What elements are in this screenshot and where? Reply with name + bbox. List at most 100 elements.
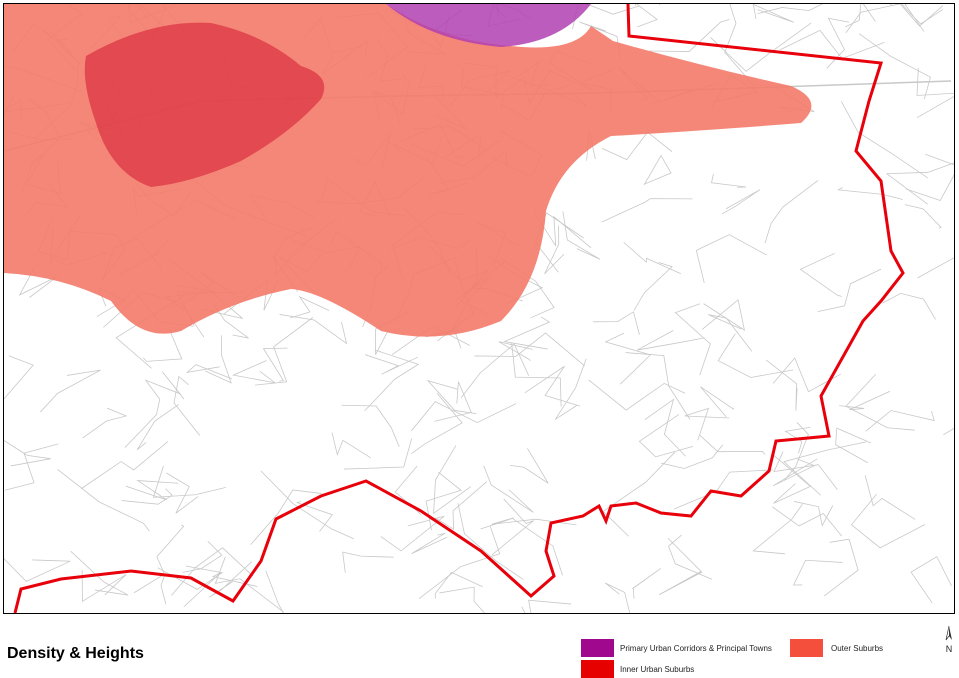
road-line xyxy=(636,4,658,28)
road-line xyxy=(343,438,413,470)
road-line xyxy=(710,22,812,72)
road-line xyxy=(905,153,954,201)
road-line xyxy=(835,427,872,464)
road-line xyxy=(840,101,928,179)
road-line xyxy=(82,407,128,439)
legend-item-primary-urban-corridors: Primary Urban Corridors & Principal Town… xyxy=(581,639,772,657)
zone-primary-urban-corridor[interactable] xyxy=(386,4,591,47)
road-line xyxy=(917,257,954,279)
road-line xyxy=(214,556,284,613)
road-line xyxy=(764,180,819,244)
road-line xyxy=(457,503,524,581)
road-line xyxy=(426,379,477,415)
road-line xyxy=(260,470,354,540)
road-line xyxy=(772,357,842,393)
road-line xyxy=(510,448,549,484)
road-line xyxy=(658,537,703,596)
road-line xyxy=(943,427,954,436)
road-line xyxy=(364,349,420,412)
road-line xyxy=(674,303,711,376)
road-line xyxy=(182,540,223,573)
road-line xyxy=(837,187,903,200)
road-line xyxy=(156,524,185,576)
road-line xyxy=(779,29,885,59)
road-line xyxy=(152,465,227,498)
road-line xyxy=(212,303,249,339)
map-canvas[interactable] xyxy=(3,3,955,614)
road-line xyxy=(143,329,183,362)
zone-inner-urban-suburbs[interactable] xyxy=(84,22,325,187)
road-line xyxy=(524,365,581,407)
road-line xyxy=(342,551,394,573)
road-line xyxy=(784,426,811,454)
road-line xyxy=(474,332,585,367)
road-line xyxy=(434,381,472,422)
road-line xyxy=(57,469,150,532)
road-line xyxy=(554,358,587,420)
north-label: N xyxy=(945,644,953,654)
legend-swatch-purple xyxy=(581,639,614,657)
road-line xyxy=(792,559,843,586)
road-line xyxy=(625,352,691,420)
road-line xyxy=(773,451,838,490)
road-line xyxy=(885,162,954,205)
road-line xyxy=(772,454,812,504)
road-line xyxy=(498,341,533,361)
road-line xyxy=(604,332,652,385)
road-line xyxy=(511,342,562,407)
legend-label: Outer Suburbs xyxy=(831,643,884,653)
north-arrow-icon: N xyxy=(945,625,953,654)
road-line xyxy=(644,398,686,457)
road-line xyxy=(633,262,673,311)
road-line xyxy=(425,472,462,531)
road-line xyxy=(40,369,101,413)
road-line xyxy=(910,556,952,604)
road-line xyxy=(636,330,705,351)
road-line xyxy=(4,440,51,467)
road-line xyxy=(232,360,276,384)
road-line xyxy=(144,371,185,400)
road-line xyxy=(290,295,330,319)
road-line xyxy=(649,19,730,52)
legend-label: Primary Urban Corridors & Principal Town… xyxy=(620,643,772,653)
road-line xyxy=(380,515,445,552)
road-line xyxy=(904,204,942,229)
road-line xyxy=(254,317,314,386)
road-line xyxy=(157,565,224,590)
road-line xyxy=(534,212,592,249)
road-line xyxy=(18,267,59,298)
road-line xyxy=(331,432,371,459)
road-line xyxy=(702,299,746,331)
road-line xyxy=(901,4,943,25)
road-line xyxy=(721,189,761,215)
road-line xyxy=(480,517,563,576)
road-line xyxy=(752,503,803,555)
road-line xyxy=(262,347,288,382)
road-line xyxy=(865,410,935,432)
road-line xyxy=(250,489,322,545)
road-line xyxy=(700,386,734,418)
road-line xyxy=(588,379,686,411)
road-line xyxy=(521,599,572,613)
road-line xyxy=(882,292,936,320)
road-line xyxy=(817,268,882,312)
road-line xyxy=(699,435,766,455)
road-line xyxy=(411,401,517,432)
road-line xyxy=(864,475,916,520)
legend-item-inner-urban-suburbs: Inner Urban Suburbs xyxy=(581,660,694,678)
road-line xyxy=(439,586,486,613)
road-line xyxy=(890,4,892,6)
map-title: Density & Heights xyxy=(7,645,144,662)
road-line xyxy=(916,67,954,119)
road-line xyxy=(544,225,565,275)
road-line xyxy=(70,550,129,596)
road-line xyxy=(845,4,876,28)
road-line xyxy=(623,242,682,275)
road-line xyxy=(503,316,551,350)
road-line xyxy=(433,445,472,515)
road-line xyxy=(695,234,767,284)
road-line xyxy=(783,441,867,496)
road-line xyxy=(717,333,794,378)
road-line xyxy=(491,498,534,556)
road-line xyxy=(601,131,673,161)
